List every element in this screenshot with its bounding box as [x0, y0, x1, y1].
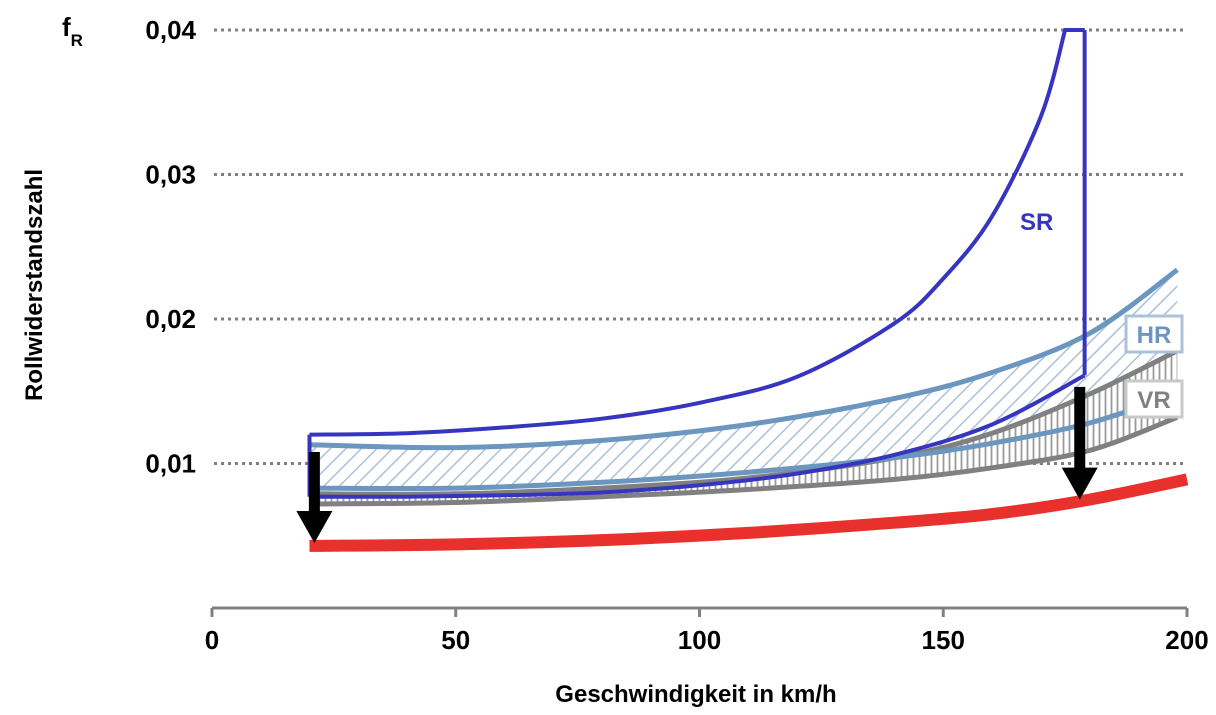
y-symbol-subscript: R — [71, 31, 83, 50]
y-symbol: fR — [62, 12, 83, 50]
x-tick-label: 50 — [441, 625, 470, 655]
arrow-head — [296, 510, 333, 543]
series-line-sr-upper — [309, 28, 1085, 437]
y-tick-label: 0,04 — [145, 15, 196, 45]
series-line-hr-lower — [309, 391, 1179, 492]
series-label-sr: SR — [1020, 209, 1053, 236]
x-axis-title: Geschwindigkeit in km/h — [555, 681, 836, 708]
series-label-vr: VR — [1137, 387, 1170, 414]
arrows — [296, 386, 1098, 543]
x-tick-label: 200 — [1165, 625, 1208, 655]
series-line-reference — [309, 473, 1189, 552]
series-label-hr: HR — [1137, 322, 1172, 349]
band-vr — [309, 350, 1178, 504]
arrow-head — [1061, 467, 1098, 500]
x-axis: 0 50 100 150 200 — [205, 606, 1209, 655]
band-hr — [309, 269, 1178, 489]
series-line-vr-lower — [309, 414, 1179, 507]
series-line-sr-lower — [309, 373, 1086, 499]
labels: fR Rollwiderstandszahl Geschwindigkeit i… — [21, 12, 1184, 708]
y-tick-label: 0,02 — [145, 304, 196, 334]
series-line-hr-upper — [309, 267, 1179, 451]
gridlines: 0,01 0,02 0,03 0,04 — [145, 15, 1185, 479]
y-tick-label: 0,03 — [145, 160, 196, 190]
series-label-box-hr — [1124, 314, 1184, 354]
y-axis-title: Rollwiderstandszahl — [21, 169, 48, 401]
series-bands — [309, 269, 1178, 504]
x-tick-label: 100 — [678, 625, 721, 655]
y-tick-label: 0,01 — [145, 449, 196, 479]
x-tick-label: 150 — [922, 625, 965, 655]
series-label-box-vr — [1124, 379, 1184, 419]
x-tick-label: 0 — [205, 625, 219, 655]
